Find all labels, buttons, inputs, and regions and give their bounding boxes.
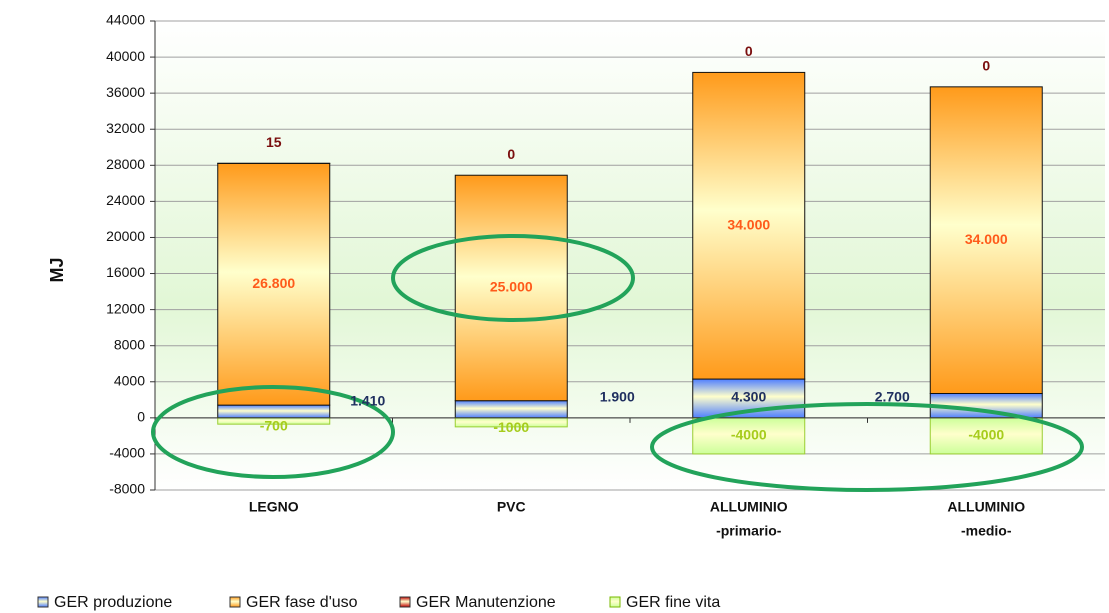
- data-label: 1.410: [350, 393, 385, 409]
- y-tick-label: 12000: [106, 300, 145, 316]
- y-tick-label: 16000: [106, 264, 145, 280]
- data-label: 1.900: [600, 389, 635, 405]
- data-label: -4000: [968, 427, 1004, 443]
- highlight-ellipse: [391, 234, 635, 322]
- bar-segment: [217, 404, 331, 419]
- data-label: 0: [745, 43, 753, 59]
- legend-label: GER fine vita: [626, 594, 720, 611]
- y-tick-label: 40000: [106, 48, 145, 64]
- y-tick-label: 8000: [114, 336, 145, 352]
- data-label: 0: [982, 58, 990, 74]
- bar-segment: [454, 174, 568, 402]
- data-label: 25.000: [490, 279, 533, 295]
- legend-swatch: [229, 596, 241, 608]
- bar-segment: [929, 417, 1043, 455]
- y-tick-label: -8000: [109, 481, 145, 497]
- highlight-ellipse: [151, 385, 395, 479]
- x-tick-label: ALLUMINIO: [947, 499, 1025, 515]
- legend-label: GER Manutenzione: [416, 594, 556, 611]
- annotations: [151, 234, 1084, 492]
- highlight-ellipse: [650, 402, 1084, 492]
- y-tick-label: 0: [137, 409, 145, 425]
- y-tick-label: 32000: [106, 120, 145, 136]
- legend-swatch: [37, 596, 49, 608]
- bar-segment: [692, 417, 806, 455]
- y-tick-label: 44000: [106, 12, 145, 28]
- y-tick-label: 20000: [106, 228, 145, 244]
- data-label: 4.300: [731, 389, 766, 405]
- y-tick-label: 36000: [106, 84, 145, 100]
- legend-label: GER fase d'uso: [246, 594, 358, 611]
- data-label: 34.000: [727, 216, 770, 232]
- data-label: -4000: [731, 427, 767, 443]
- data-label: 15: [266, 134, 282, 150]
- y-tick-label: 24000: [106, 192, 145, 208]
- bar-segment: [454, 400, 568, 419]
- bar-segment: [929, 86, 1043, 394]
- legend-swatch: [609, 596, 621, 608]
- x-tick-label: PVC: [497, 499, 526, 515]
- legend-label: GER produzione: [54, 594, 172, 611]
- data-label: 26.800: [252, 275, 295, 291]
- x-tick-label: LEGNO: [249, 499, 299, 515]
- y-tick-label: -4000: [109, 445, 145, 461]
- data-label: -700: [260, 418, 288, 434]
- marks: [150, 20, 1105, 491]
- y-tick-label: 4000: [114, 372, 145, 388]
- x-tick-label: -primario-: [716, 523, 782, 539]
- y-axis-label: MJ: [47, 257, 67, 282]
- bar-segment: [692, 71, 806, 380]
- x-tick-label: -medio-: [961, 523, 1012, 539]
- data-label: 2.700: [875, 389, 910, 405]
- data-label: -1000: [493, 419, 529, 435]
- y-tick-label: 28000: [106, 156, 145, 172]
- data-label: 0: [507, 146, 515, 162]
- data-label: 34.000: [965, 231, 1008, 247]
- legend-swatch: [399, 596, 411, 608]
- x-tick-label: ALLUMINIO: [710, 499, 788, 515]
